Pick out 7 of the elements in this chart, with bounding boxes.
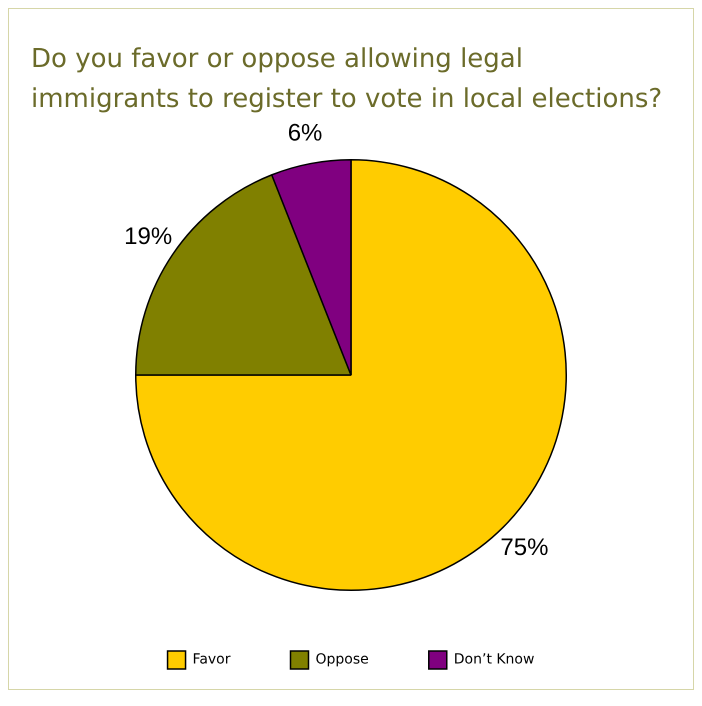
data-label: 75% bbox=[500, 534, 548, 562]
chart-title: Do you favor or oppose allowing legal immigrants to register to vote in local elections? bbox=[30, 43, 664, 116]
data-label: 19% bbox=[124, 222, 172, 250]
legend-label: Oppose bbox=[316, 652, 369, 668]
legend-label: Favor bbox=[192, 652, 231, 668]
data-label: 6% bbox=[288, 120, 322, 147]
legend-label: Don’t Know bbox=[454, 652, 534, 668]
